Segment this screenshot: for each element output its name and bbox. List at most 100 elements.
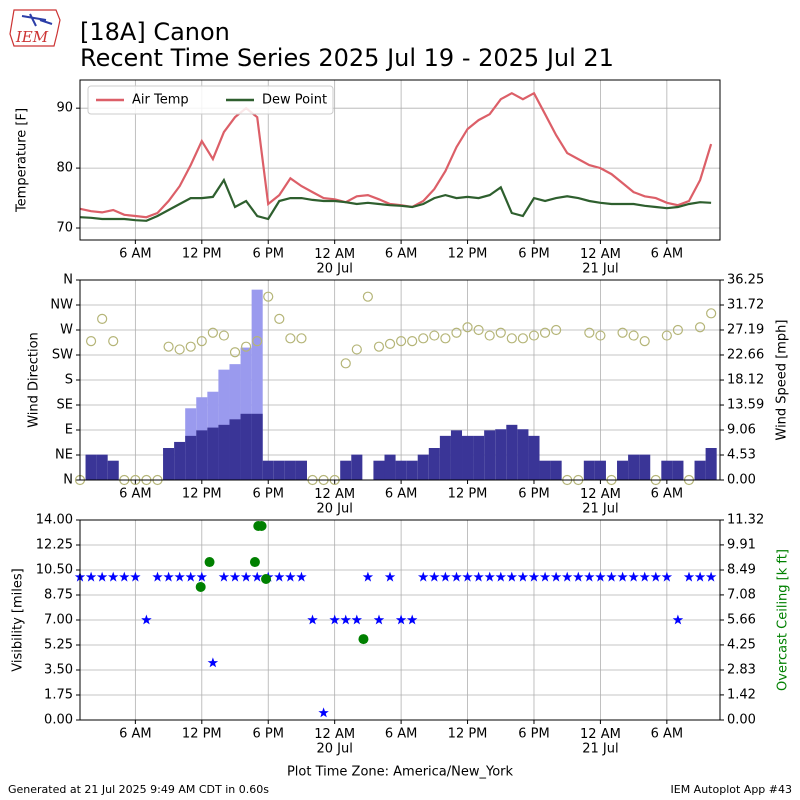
star-point: [650, 571, 661, 582]
y2-tick-label: 1.42: [727, 687, 756, 702]
bar: [373, 460, 385, 480]
x-tick-label: 6 PM: [253, 487, 284, 502]
point: [551, 324, 562, 336]
point: [462, 322, 473, 333]
y2-tick-label: 7.08: [727, 587, 756, 602]
point: [373, 341, 385, 352]
bar: [705, 448, 717, 480]
x-tick-label: 6 PM: [518, 727, 549, 742]
bar: [594, 460, 606, 480]
y2-tick-label: 0.00: [727, 713, 756, 728]
y2-tick-label: 31.72: [727, 297, 764, 312]
bar: [85, 454, 97, 480]
star-point: [683, 571, 695, 582]
legend-label: Dew Point: [262, 93, 327, 108]
star-point: [406, 614, 418, 625]
bar: [107, 460, 119, 480]
bar: [517, 429, 529, 480]
point: [617, 327, 628, 338]
footer-right: IEM Autoplot App #43: [671, 783, 793, 796]
star-point: [218, 571, 230, 582]
star-point: [163, 571, 174, 582]
star-point: [429, 571, 440, 582]
point: [97, 313, 108, 324]
x-tick-label: 12 AM 20 Jul: [314, 247, 355, 276]
point: [661, 330, 672, 341]
star-point: [573, 571, 584, 582]
y2-tick-label: 27.19: [727, 322, 764, 337]
point: [495, 327, 506, 338]
bar: [439, 435, 451, 480]
point: [396, 336, 407, 347]
bar: [163, 448, 175, 480]
point: [628, 330, 639, 341]
star-point: [152, 571, 163, 582]
bar: [240, 413, 252, 480]
star-point: [296, 571, 307, 582]
y2-axis-label: Overcast Ceiling [k ft]: [776, 549, 791, 691]
bar: [484, 430, 496, 480]
y-tick-label: 1.75: [44, 688, 73, 703]
bar: [661, 460, 673, 480]
star-point: [174, 571, 185, 582]
bar: [550, 460, 562, 480]
y-tick-label: E: [65, 423, 73, 438]
point: [418, 333, 429, 344]
y-tick-label: 7.00: [44, 613, 73, 628]
star-point: [108, 571, 119, 582]
point: [362, 291, 373, 302]
bar: [473, 435, 485, 480]
logo-outline: [9, 9, 61, 47]
point: [256, 521, 267, 532]
point: [185, 341, 196, 352]
x-tick-label: 6 AM: [651, 247, 684, 262]
star-point: [495, 571, 506, 582]
star-point: [606, 571, 617, 582]
point: [639, 336, 650, 347]
y-tick-label: 14.00: [36, 513, 73, 528]
point: [384, 338, 396, 349]
star-point: [539, 571, 551, 582]
star-point: [85, 571, 97, 582]
y-tick-label: N: [63, 273, 73, 288]
x-tick-label: 6 AM: [119, 487, 152, 502]
point: [285, 333, 296, 344]
bar: [450, 430, 463, 480]
point: [528, 330, 540, 341]
bar: [229, 419, 241, 480]
y-tick-label: SE: [57, 398, 73, 413]
star-point: [285, 571, 296, 582]
point: [108, 336, 119, 347]
point: [249, 557, 260, 568]
star-point: [207, 657, 219, 668]
star-point: [274, 571, 285, 582]
star-point: [373, 614, 385, 625]
y2-tick-label: 22.66: [727, 347, 764, 362]
star-point: [96, 571, 108, 582]
plot-frame: [79, 79, 721, 241]
y2-tick-label: 18.12: [727, 373, 764, 388]
point: [85, 336, 97, 347]
star-point: [506, 571, 518, 582]
star-point: [141, 614, 152, 625]
point: [204, 557, 215, 568]
footer-left: Generated at 21 Jul 2025 9:49 AM CDT in …: [8, 783, 269, 796]
star-point: [418, 571, 429, 582]
point: [539, 327, 551, 338]
x-tick-label: 12 AM 20 Jul: [314, 727, 355, 756]
legend-box: [87, 85, 334, 115]
logo-icon: [21, 13, 53, 27]
star-point: [240, 571, 252, 582]
bar: [462, 435, 474, 480]
x-tick-label: 6 AM: [651, 487, 684, 502]
star-point: [362, 571, 374, 582]
plot-frame: [79, 519, 721, 721]
y-tick-label: 12.25: [36, 538, 73, 553]
star-point: [119, 571, 130, 582]
point: [706, 308, 717, 319]
star-point: [130, 571, 141, 582]
y2-tick-label: 4.53: [727, 448, 756, 463]
star-point: [384, 571, 396, 582]
point: [407, 336, 418, 347]
x-tick-label: 12 PM: [448, 727, 488, 742]
